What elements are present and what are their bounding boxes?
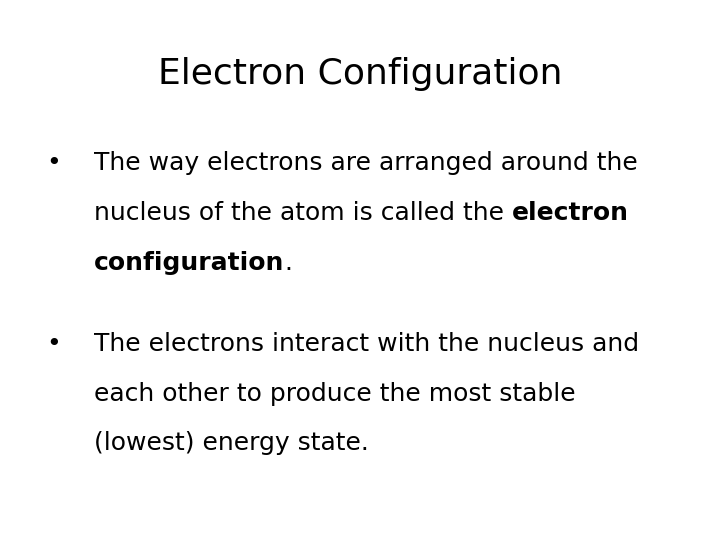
Text: electron: electron — [512, 201, 629, 225]
Text: each other to produce the most stable: each other to produce the most stable — [94, 382, 575, 406]
Text: .: . — [284, 251, 292, 274]
Text: The electrons interact with the nucleus and: The electrons interact with the nucleus … — [94, 332, 639, 356]
Text: (lowest) energy state.: (lowest) energy state. — [94, 431, 369, 455]
Text: The way electrons are arranged around the: The way electrons are arranged around th… — [94, 151, 637, 175]
Text: Electron Configuration: Electron Configuration — [158, 57, 562, 91]
Text: •: • — [47, 332, 61, 356]
Text: configuration: configuration — [94, 251, 284, 274]
Text: nucleus of the atom is called the: nucleus of the atom is called the — [94, 201, 512, 225]
Text: •: • — [47, 151, 61, 175]
